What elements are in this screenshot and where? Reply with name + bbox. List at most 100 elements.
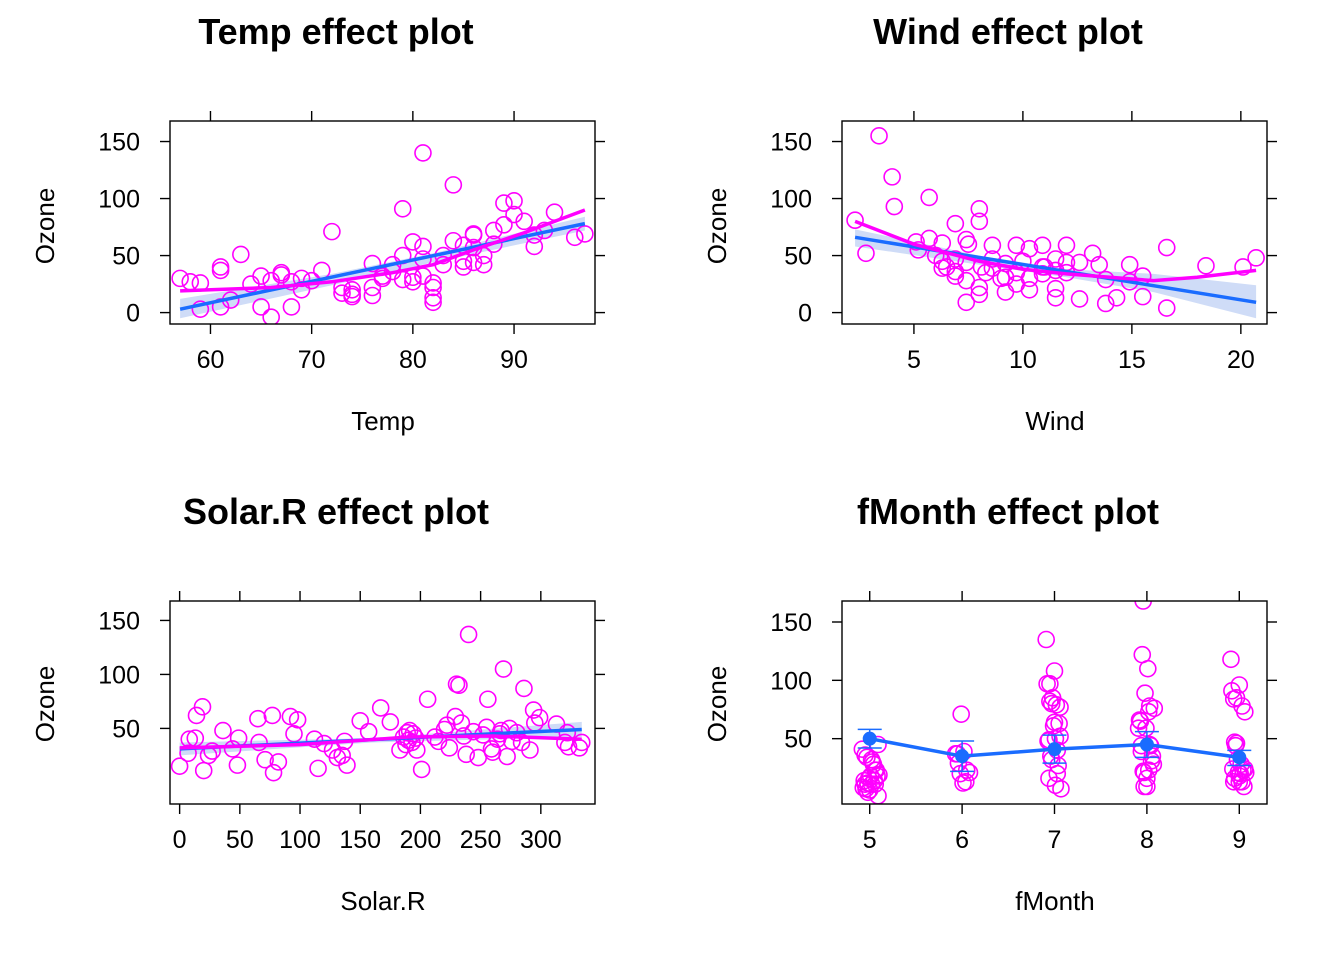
data-point xyxy=(515,212,533,231)
data-point xyxy=(262,308,280,324)
data-point xyxy=(498,747,516,766)
data-point xyxy=(883,168,901,186)
data-point xyxy=(505,205,523,224)
x-tick-label: 80 xyxy=(399,346,427,374)
data-point xyxy=(1223,682,1241,700)
data-point xyxy=(530,708,549,727)
data-point xyxy=(249,709,267,728)
data-point xyxy=(381,713,400,731)
data-point xyxy=(1070,290,1089,308)
data-point xyxy=(495,194,513,212)
fit-line xyxy=(854,235,1257,305)
y-tick-label: 150 xyxy=(770,609,812,637)
data-point xyxy=(495,215,513,234)
data-point xyxy=(446,707,465,726)
data-point xyxy=(1134,601,1152,610)
y-tick-label: 100 xyxy=(98,661,140,689)
plot-area xyxy=(846,127,1265,319)
data-point xyxy=(252,267,270,285)
data-point xyxy=(970,200,989,218)
data-point xyxy=(494,660,513,678)
data-point xyxy=(1042,694,1061,713)
data-point xyxy=(1145,699,1164,718)
data-point xyxy=(333,284,351,303)
fit-point xyxy=(1139,737,1154,752)
data-point xyxy=(1096,294,1115,313)
y-tick-label: 0 xyxy=(798,300,812,328)
data-point xyxy=(288,710,307,729)
data-point xyxy=(1247,249,1265,267)
x-axis-label: Temp xyxy=(351,406,415,436)
x-tick-label: 0 xyxy=(173,826,187,854)
data-point xyxy=(464,253,483,272)
data-point xyxy=(464,225,483,243)
plot-frame xyxy=(169,600,596,805)
data-point xyxy=(957,773,975,791)
data-point xyxy=(269,753,288,771)
y-tick-label: 50 xyxy=(784,726,812,754)
data-point xyxy=(862,750,881,769)
data-point xyxy=(223,740,242,758)
data-point xyxy=(438,716,456,734)
data-point xyxy=(424,288,442,307)
data-point xyxy=(256,750,274,769)
data-point xyxy=(565,228,584,247)
data-point xyxy=(870,127,888,145)
data-point xyxy=(1041,692,1059,711)
data-point xyxy=(521,741,539,759)
y-tick-label: 50 xyxy=(112,715,140,743)
x-tick-label: 70 xyxy=(298,346,326,374)
data-point xyxy=(179,744,197,763)
data-point xyxy=(983,236,1002,255)
data-point xyxy=(960,763,979,782)
data-point xyxy=(959,235,978,253)
data-point xyxy=(323,222,341,241)
y-tick-label: 100 xyxy=(98,186,140,214)
data-point xyxy=(363,278,382,297)
data-point xyxy=(194,761,213,780)
data-point xyxy=(856,775,874,793)
data-point xyxy=(1135,763,1153,782)
fit-point xyxy=(955,749,970,764)
data-point xyxy=(1020,280,1039,299)
x-tick-label: 5 xyxy=(907,346,921,374)
y-tick-label: 100 xyxy=(770,186,812,214)
data-point xyxy=(479,690,497,709)
data-point xyxy=(414,237,432,256)
x-tick-label: 200 xyxy=(400,826,442,854)
x-tick-label: 300 xyxy=(520,826,562,854)
data-point xyxy=(408,741,426,759)
data-point xyxy=(452,714,471,732)
data-point xyxy=(1070,253,1089,272)
data-point xyxy=(371,699,390,717)
smooth-line xyxy=(180,208,586,293)
y-tick-label: 150 xyxy=(98,129,140,157)
data-point xyxy=(1120,255,1139,274)
data-point xyxy=(485,221,503,240)
data-point xyxy=(1236,703,1254,721)
data-point xyxy=(228,756,247,774)
data-point xyxy=(232,245,250,264)
data-point xyxy=(464,722,483,741)
data-point xyxy=(412,760,431,779)
data-point xyxy=(171,269,189,288)
data-point xyxy=(424,274,442,292)
data-point xyxy=(211,258,230,276)
data-point xyxy=(1090,255,1108,274)
data-point xyxy=(263,706,282,725)
data-point xyxy=(398,723,416,742)
data-point xyxy=(264,763,283,782)
data-point xyxy=(1129,719,1148,737)
x-tick-label: 9 xyxy=(1232,826,1246,854)
y-tick-label: 150 xyxy=(98,607,140,635)
data-point xyxy=(404,725,423,743)
data-point xyxy=(363,254,382,273)
temp-effect-panel: Temp effect plot Ozone Temp 60 70 80 90 0 50 1… xyxy=(30,11,605,436)
data-point xyxy=(333,746,351,765)
data-point xyxy=(846,211,864,230)
data-point xyxy=(866,761,885,779)
x-tick-label: 5 xyxy=(863,826,877,854)
plot-area xyxy=(171,144,594,324)
y-tick-label: 150 xyxy=(770,129,812,157)
